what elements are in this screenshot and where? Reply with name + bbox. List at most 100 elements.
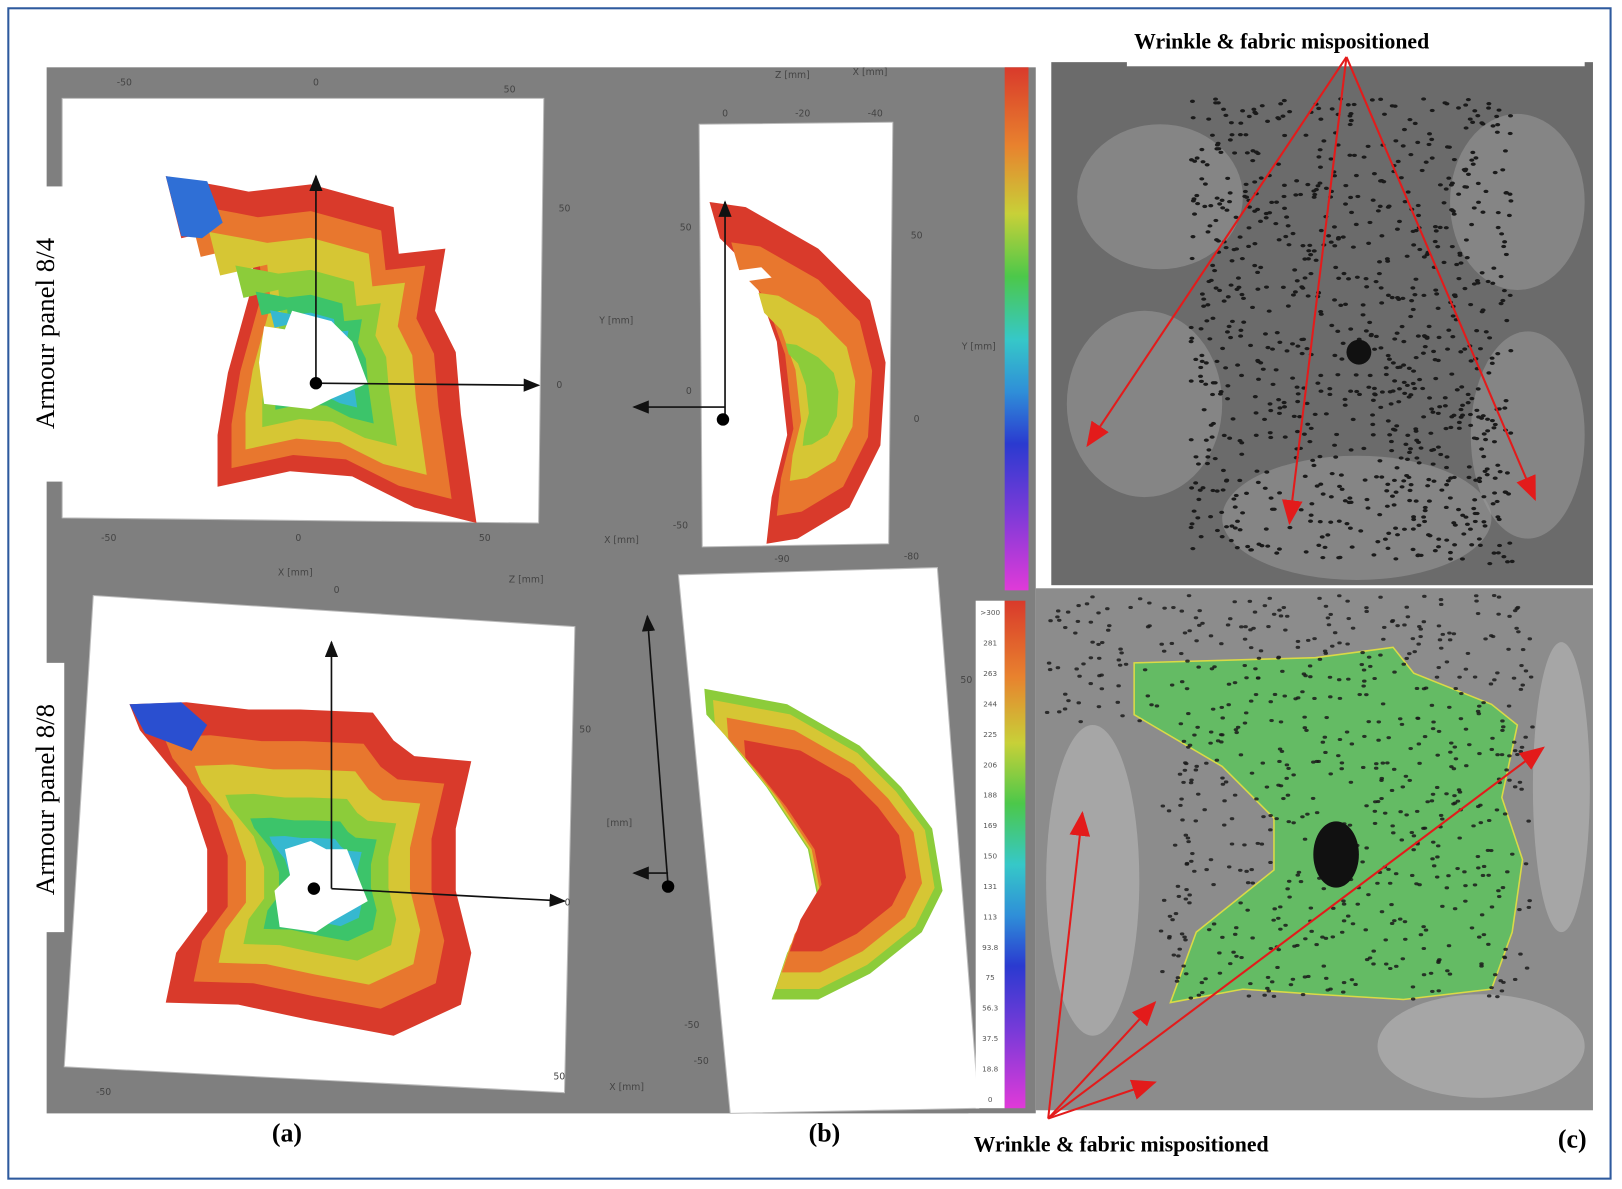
speckle [1317, 596, 1322, 600]
speckle [1481, 864, 1487, 869]
speckle [1409, 830, 1415, 835]
speckle [1096, 642, 1101, 646]
speckle [1464, 256, 1470, 260]
speckle [1295, 392, 1301, 396]
speckle [1204, 868, 1209, 872]
speckle [1276, 238, 1282, 242]
speckle [1192, 212, 1198, 216]
speckle [1213, 101, 1219, 105]
speckle [1479, 913, 1485, 917]
speckle [1354, 275, 1360, 279]
speckle [1408, 483, 1414, 487]
speckle [1346, 677, 1351, 681]
speckle [1481, 701, 1486, 705]
speckle [1117, 663, 1123, 667]
speckle [1201, 408, 1207, 412]
speckle [1298, 880, 1304, 884]
speckle [1242, 189, 1248, 194]
speckle [1271, 612, 1277, 616]
speckle [1229, 319, 1235, 324]
speckle [1224, 330, 1230, 334]
speckle [1364, 693, 1369, 697]
speckle [1404, 813, 1409, 817]
speckle [1220, 935, 1225, 939]
speckle [1290, 376, 1296, 380]
speckle [1221, 823, 1227, 827]
speckle [1176, 954, 1181, 958]
speckle [1211, 883, 1216, 887]
speckle [1254, 797, 1259, 801]
speckle [1323, 604, 1329, 608]
speckle [1447, 972, 1453, 976]
speckle [1337, 696, 1343, 700]
colorbar-label: 225 [983, 730, 997, 739]
speckle [1421, 255, 1427, 259]
origin [716, 413, 730, 426]
speckle [1451, 632, 1457, 636]
speckle [1312, 412, 1318, 417]
speckle [1477, 543, 1483, 547]
contour [129, 702, 208, 751]
speckle [1462, 286, 1468, 291]
speckle [1385, 546, 1391, 550]
speckle [1179, 609, 1185, 613]
speckle [1177, 772, 1183, 776]
speckle [1383, 372, 1389, 377]
speckle [1414, 686, 1420, 690]
speckle [1212, 381, 1218, 385]
speckle [1328, 240, 1334, 244]
speckle [1306, 974, 1311, 979]
speckle [1189, 256, 1195, 261]
speckle [1463, 884, 1468, 888]
speckle [1255, 287, 1261, 291]
speckle [1475, 612, 1481, 616]
speckle [1328, 520, 1334, 524]
speckle [1277, 747, 1283, 751]
speckle [1280, 285, 1286, 289]
speckle [1397, 917, 1403, 921]
speckle [1507, 754, 1512, 758]
axis-label: 0 [313, 77, 319, 88]
speckle [1184, 687, 1190, 691]
speckle [1512, 785, 1518, 789]
speckle [1490, 736, 1495, 740]
speckle [1338, 473, 1344, 477]
speckle [1416, 624, 1422, 629]
speckle [1353, 982, 1358, 986]
speckle [1430, 462, 1436, 466]
speckle [1203, 438, 1209, 442]
speckle [1349, 742, 1355, 746]
speckle [1476, 935, 1482, 939]
speckle [1266, 989, 1272, 993]
speckle [1300, 815, 1305, 819]
speckle [1476, 704, 1482, 708]
speckle [1337, 737, 1343, 742]
speckle [1099, 641, 1105, 645]
speckle [1469, 158, 1475, 162]
speckle [1403, 442, 1409, 446]
speckle [1437, 638, 1443, 642]
axis-label: -50 [96, 1087, 111, 1098]
speckle [1308, 519, 1314, 523]
speckle [1318, 373, 1324, 378]
speckle [1416, 642, 1421, 646]
speckle [1188, 996, 1194, 1000]
speckle [1225, 384, 1231, 388]
speckle [1357, 692, 1363, 697]
speckle [1208, 634, 1214, 638]
speckle [1200, 486, 1206, 490]
speckle [1399, 324, 1405, 329]
speckle [1430, 792, 1436, 796]
speckle [1199, 292, 1205, 296]
speckle [1161, 649, 1167, 653]
speckle [1360, 313, 1366, 317]
speckle [1502, 812, 1508, 816]
speckle [1208, 423, 1214, 427]
speckle [1378, 346, 1384, 350]
speckle [1490, 281, 1496, 285]
speckle [1450, 335, 1456, 339]
colorbar [1004, 600, 1026, 1109]
speckle [1443, 505, 1449, 510]
speckle [1137, 597, 1143, 601]
speckle [1183, 897, 1189, 901]
